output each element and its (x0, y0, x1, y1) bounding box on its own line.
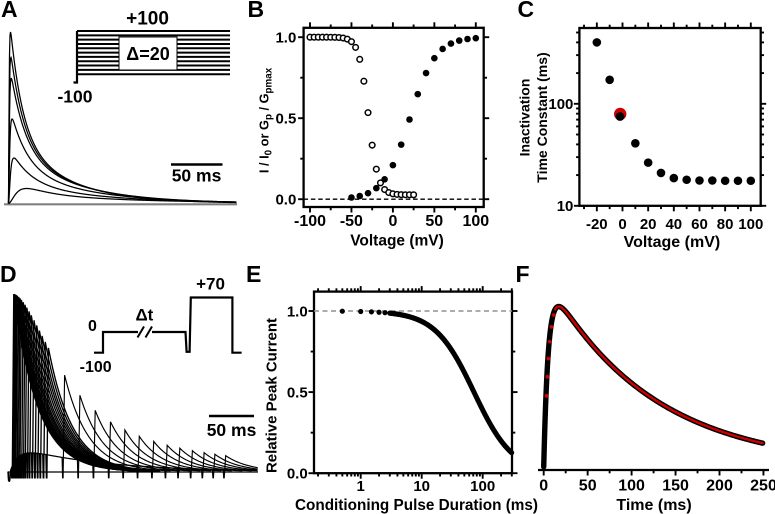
svg-text:-100: -100 (294, 213, 326, 230)
svg-text:50 ms: 50 ms (172, 166, 222, 186)
svg-text:100: 100 (462, 213, 489, 230)
svg-text:0.0: 0.0 (287, 466, 308, 483)
svg-text:Voltage (mV): Voltage (mV) (624, 234, 721, 251)
svg-text:0: 0 (539, 477, 548, 494)
svg-text:B: B (248, 0, 265, 22)
svg-text:-20: -20 (586, 216, 608, 233)
svg-text:F: F (516, 261, 530, 287)
svg-text:Inactivation: Inactivation (517, 79, 533, 157)
svg-text:80: 80 (717, 216, 734, 233)
svg-text:Time (ms): Time (ms) (616, 497, 691, 514)
svg-text:C: C (518, 0, 535, 22)
svg-text:50 ms: 50 ms (207, 420, 257, 440)
svg-text:50: 50 (579, 477, 597, 494)
svg-text:Time Constant (ms): Time Constant (ms) (534, 52, 550, 182)
svg-text:1: 1 (357, 478, 365, 495)
svg-text:1.0: 1.0 (287, 304, 308, 321)
svg-text:I / I0 or Gp / Gpmax: I / I0 or Gp / Gpmax (257, 67, 275, 173)
svg-text:1.0: 1.0 (275, 30, 296, 47)
svg-text:10: 10 (557, 198, 574, 215)
svg-text:E: E (246, 261, 261, 287)
svg-text:A: A (1, 0, 18, 22)
svg-text:0: 0 (388, 213, 397, 230)
svg-text:20: 20 (640, 216, 657, 233)
svg-text:Δt: Δt (135, 306, 153, 325)
svg-text:100: 100 (548, 96, 573, 113)
svg-text:+70: +70 (196, 275, 225, 294)
svg-text:0: 0 (618, 216, 626, 233)
svg-text:0.0: 0.0 (275, 192, 296, 209)
svg-text:Δ=20: Δ=20 (126, 44, 169, 64)
svg-text:200: 200 (706, 477, 733, 494)
svg-text:0.5: 0.5 (275, 111, 296, 128)
svg-text:250: 250 (750, 477, 775, 494)
svg-text:0: 0 (88, 318, 97, 335)
svg-text:100: 100 (470, 478, 495, 495)
svg-text:Relative Peak Current: Relative Peak Current (264, 318, 281, 473)
svg-text:Voltage (mV): Voltage (mV) (350, 233, 444, 250)
svg-text:150: 150 (662, 477, 689, 494)
svg-text:100: 100 (618, 477, 645, 494)
svg-text:40: 40 (665, 216, 682, 233)
svg-text:Conditioning Pulse Duration (m: Conditioning Pulse Duration (ms) (295, 497, 538, 514)
svg-text:+100: +100 (126, 9, 169, 30)
svg-text:-100: -100 (80, 359, 112, 376)
svg-text:10: 10 (413, 478, 430, 495)
svg-text:-50: -50 (340, 213, 363, 230)
svg-text:0.5: 0.5 (287, 385, 308, 402)
svg-text:-100: -100 (57, 87, 92, 107)
svg-text:60: 60 (691, 216, 708, 233)
svg-text:D: D (0, 261, 17, 287)
svg-text:50: 50 (425, 213, 443, 230)
svg-text:100: 100 (738, 216, 763, 233)
